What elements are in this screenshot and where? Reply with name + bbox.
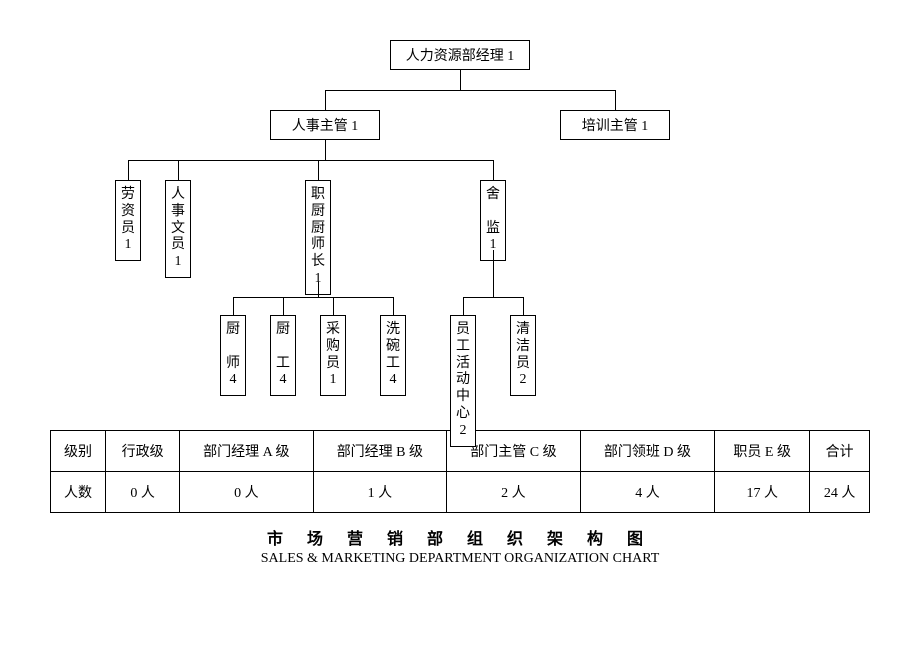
node-root: 人力资源部经理 1 bbox=[390, 40, 530, 70]
row-label: 人数 bbox=[51, 472, 106, 513]
cell-c: 2 人 bbox=[447, 472, 581, 513]
org-chart: 人力资源部经理 1 人事主管 1 培训主管 1 劳资员1 人事文员1 职厨厨师长… bbox=[20, 20, 900, 420]
header-total: 合计 bbox=[810, 431, 870, 472]
node-hr-clerk: 人事文员1 bbox=[165, 180, 191, 278]
header-level: 级别 bbox=[51, 431, 106, 472]
node-kitchen-worker: 厨 工4 bbox=[270, 315, 296, 396]
cell-d: 4 人 bbox=[580, 472, 715, 513]
node-dorm-supervisor: 舍 监1 bbox=[480, 180, 506, 261]
node-activity-center: 员工活动中心2 bbox=[450, 315, 476, 447]
cell-a: 0 人 bbox=[180, 472, 314, 513]
table-data-row: 人数 0 人 0 人 1 人 2 人 4 人 17 人 24 人 bbox=[51, 472, 870, 513]
title-chinese: 市 场 营 销 部 组 织 架 构 图 bbox=[20, 525, 900, 549]
header-admin: 行政级 bbox=[106, 431, 180, 472]
cell-b: 1 人 bbox=[313, 472, 447, 513]
cell-e: 17 人 bbox=[715, 472, 810, 513]
cell-admin: 0 人 bbox=[106, 472, 180, 513]
node-chef-head: 职厨厨师长1 bbox=[305, 180, 331, 295]
node-cleaner: 清洁员2 bbox=[510, 315, 536, 396]
node-purchaser: 采购员1 bbox=[320, 315, 346, 396]
node-labor-clerk: 劳资员1 bbox=[115, 180, 141, 261]
node-chef: 厨 师4 bbox=[220, 315, 246, 396]
node-dishwasher: 洗碗工4 bbox=[380, 315, 406, 396]
header-d: 部门领班 D 级 bbox=[580, 431, 715, 472]
header-b: 部门经理 B 级 bbox=[313, 431, 447, 472]
title-english: SALES & MARKETING DEPARTMENT ORGANIZATIO… bbox=[20, 551, 900, 567]
header-a: 部门经理 A 级 bbox=[180, 431, 314, 472]
node-personnel-supervisor: 人事主管 1 bbox=[270, 110, 380, 140]
header-e: 职员 E 级 bbox=[715, 431, 810, 472]
node-training-supervisor: 培训主管 1 bbox=[560, 110, 670, 140]
cell-total: 24 人 bbox=[810, 472, 870, 513]
